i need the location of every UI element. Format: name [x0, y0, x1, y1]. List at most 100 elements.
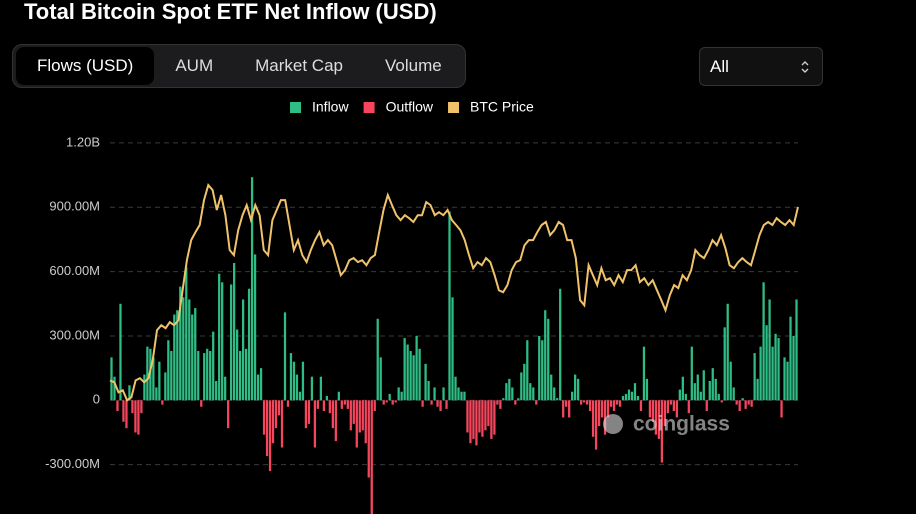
bar: [388, 393, 391, 401]
bar: [200, 400, 203, 407]
bar: [298, 391, 302, 401]
bar: [699, 391, 702, 401]
bar: [328, 400, 331, 414]
bar: [238, 350, 242, 401]
range-select-value: All: [710, 57, 729, 76]
bar: [262, 400, 266, 435]
bar: [218, 273, 221, 401]
bar: [445, 400, 448, 409]
bar: [511, 387, 514, 401]
bar: [729, 361, 732, 401]
bar: [280, 400, 284, 448]
bar: [173, 314, 176, 401]
bar: [367, 400, 370, 478]
bar: [627, 389, 631, 401]
bar: [256, 374, 260, 401]
bar: [334, 400, 337, 442]
bar: [430, 400, 433, 405]
legend-swatch: [290, 102, 301, 113]
tab[interactable]: Market Cap: [255, 56, 343, 75]
bar: [738, 400, 741, 412]
bar: [274, 400, 278, 429]
y-tick-label: 1.20B: [66, 134, 100, 149]
bar: [529, 383, 532, 401]
tab[interactable]: AUM: [175, 56, 214, 75]
bar: [179, 286, 182, 401]
bar: [574, 374, 577, 401]
bar: [319, 376, 323, 401]
bar: [146, 346, 149, 401]
bar: [304, 400, 308, 429]
bar: [433, 387, 436, 401]
bar: [233, 263, 236, 401]
select-arrows: [801, 61, 809, 73]
bar: [310, 376, 314, 401]
bar: [247, 288, 251, 401]
bar: [708, 380, 711, 401]
bar: [696, 374, 699, 401]
bar: [753, 353, 756, 401]
bar: [191, 314, 194, 401]
bar: [442, 387, 445, 401]
legend-label: BTC Price: [470, 99, 534, 115]
bar: [660, 400, 664, 463]
bar: [565, 400, 568, 407]
bar: [203, 353, 206, 401]
y-tick-label: 0: [93, 392, 100, 407]
bar: [756, 378, 759, 401]
bar: [176, 310, 179, 401]
bar: [122, 400, 125, 422]
y-tick-label: 300.00M: [49, 327, 100, 342]
legend-swatch: [363, 102, 375, 113]
bar: [134, 400, 137, 433]
tab[interactable]: Volume: [385, 56, 442, 75]
bar: [158, 361, 161, 401]
bar: [556, 398, 559, 401]
bar: [463, 391, 466, 401]
bar: [235, 329, 239, 401]
bar: [119, 303, 122, 401]
bar: [379, 357, 382, 401]
bar: [125, 400, 128, 429]
bar: [227, 400, 230, 429]
bar: [657, 400, 661, 439]
bar: [161, 400, 164, 405]
bar: [197, 350, 200, 401]
bar: [490, 400, 493, 439]
bar: [397, 387, 400, 401]
bar: [253, 254, 257, 401]
bar: [669, 400, 673, 405]
bar: [152, 357, 155, 401]
bar: [265, 400, 269, 457]
bar: [508, 378, 511, 401]
bar: [678, 389, 681, 401]
bar: [292, 361, 296, 401]
bar: [633, 383, 637, 401]
tab[interactable]: Flows (USD): [16, 47, 155, 85]
bar: [307, 400, 311, 424]
bar: [221, 282, 224, 401]
range-select[interactable]: All: [699, 47, 823, 86]
bar: [720, 400, 723, 403]
bar: [140, 400, 143, 414]
bar: [167, 340, 170, 401]
bar: [271, 400, 275, 444]
bar: [385, 400, 388, 403]
y-tick-label: 900.00M: [49, 199, 100, 214]
bar: [349, 400, 352, 431]
bar: [289, 353, 293, 401]
watermark: coinglass: [603, 413, 730, 436]
bar: [469, 400, 472, 444]
bar: [185, 267, 188, 401]
bar: [113, 376, 116, 401]
bar: [143, 374, 146, 401]
bar: [424, 363, 427, 401]
bar: [520, 372, 523, 401]
bar: [621, 396, 625, 401]
bar: [705, 400, 708, 412]
bar: [624, 393, 628, 401]
bar: [472, 400, 475, 439]
bar: [591, 400, 595, 437]
